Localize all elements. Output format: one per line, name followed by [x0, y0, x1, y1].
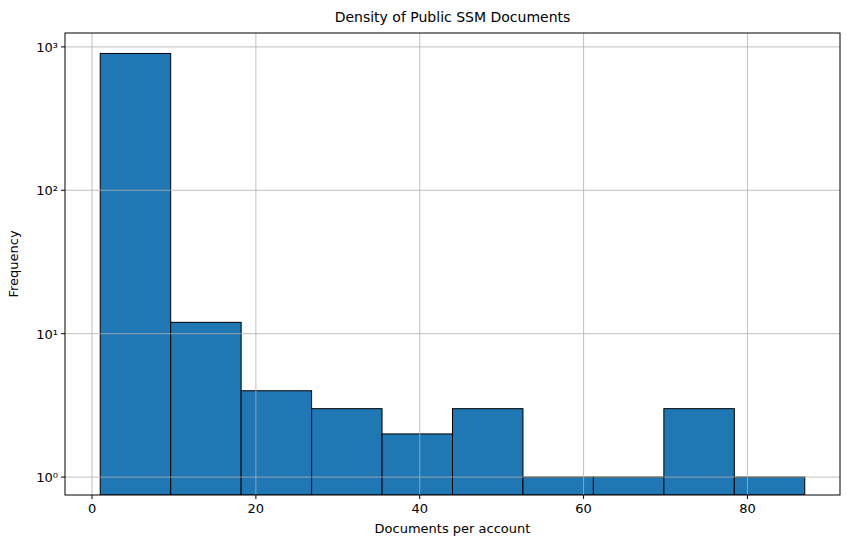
tick-label: 20 — [248, 501, 265, 516]
bar — [382, 434, 452, 495]
tick-label: 10¹ — [36, 327, 58, 342]
y-label: Frequency — [6, 230, 21, 297]
grid-line — [65, 190, 840, 191]
bar — [664, 409, 734, 495]
tick — [583, 495, 584, 499]
tick-label: 10³ — [36, 40, 58, 55]
grid — [65, 33, 840, 495]
bar — [241, 391, 311, 495]
grid-line — [583, 33, 584, 495]
background — [0, 0, 849, 547]
bar — [100, 53, 170, 495]
bar — [523, 477, 593, 495]
tick — [92, 495, 93, 499]
bar — [734, 477, 804, 495]
tick — [747, 495, 748, 499]
tick — [61, 46, 65, 47]
bar — [171, 322, 241, 495]
grid-line — [419, 33, 420, 495]
tick — [255, 495, 256, 499]
tick-label: 40 — [411, 501, 428, 516]
bar — [312, 409, 382, 495]
title: Density of Public SSM Documents — [335, 9, 571, 25]
chart-svg: 0 20 40 60 80 10⁰ 10¹ 10² 10³ Density of Public S… — [0, 0, 849, 547]
grid-line — [92, 33, 93, 495]
grid-line — [747, 33, 748, 495]
tick — [61, 333, 65, 334]
grid-line — [65, 46, 840, 47]
chart-container: 0 20 40 60 80 10⁰ 10¹ 10² 10³ Density of Public S… — [0, 0, 849, 547]
bar — [593, 477, 663, 495]
grid-line — [255, 33, 256, 495]
tick-label: 80 — [739, 501, 756, 516]
bars — [100, 53, 805, 495]
tick-label: 10⁰ — [36, 470, 58, 485]
tick-label: 10² — [36, 183, 58, 198]
bar — [453, 409, 523, 495]
x-label: Documents per account — [375, 521, 531, 536]
tick-label: 60 — [575, 501, 592, 516]
tick — [419, 495, 420, 499]
tick — [61, 190, 65, 191]
axes: 0 20 40 60 80 10⁰ 10¹ 10² 10³ — [36, 40, 755, 516]
grid-line — [65, 333, 840, 334]
frame — [65, 33, 840, 495]
grid-line — [65, 477, 840, 478]
tick — [61, 477, 65, 478]
tick-label: 0 — [88, 501, 96, 516]
